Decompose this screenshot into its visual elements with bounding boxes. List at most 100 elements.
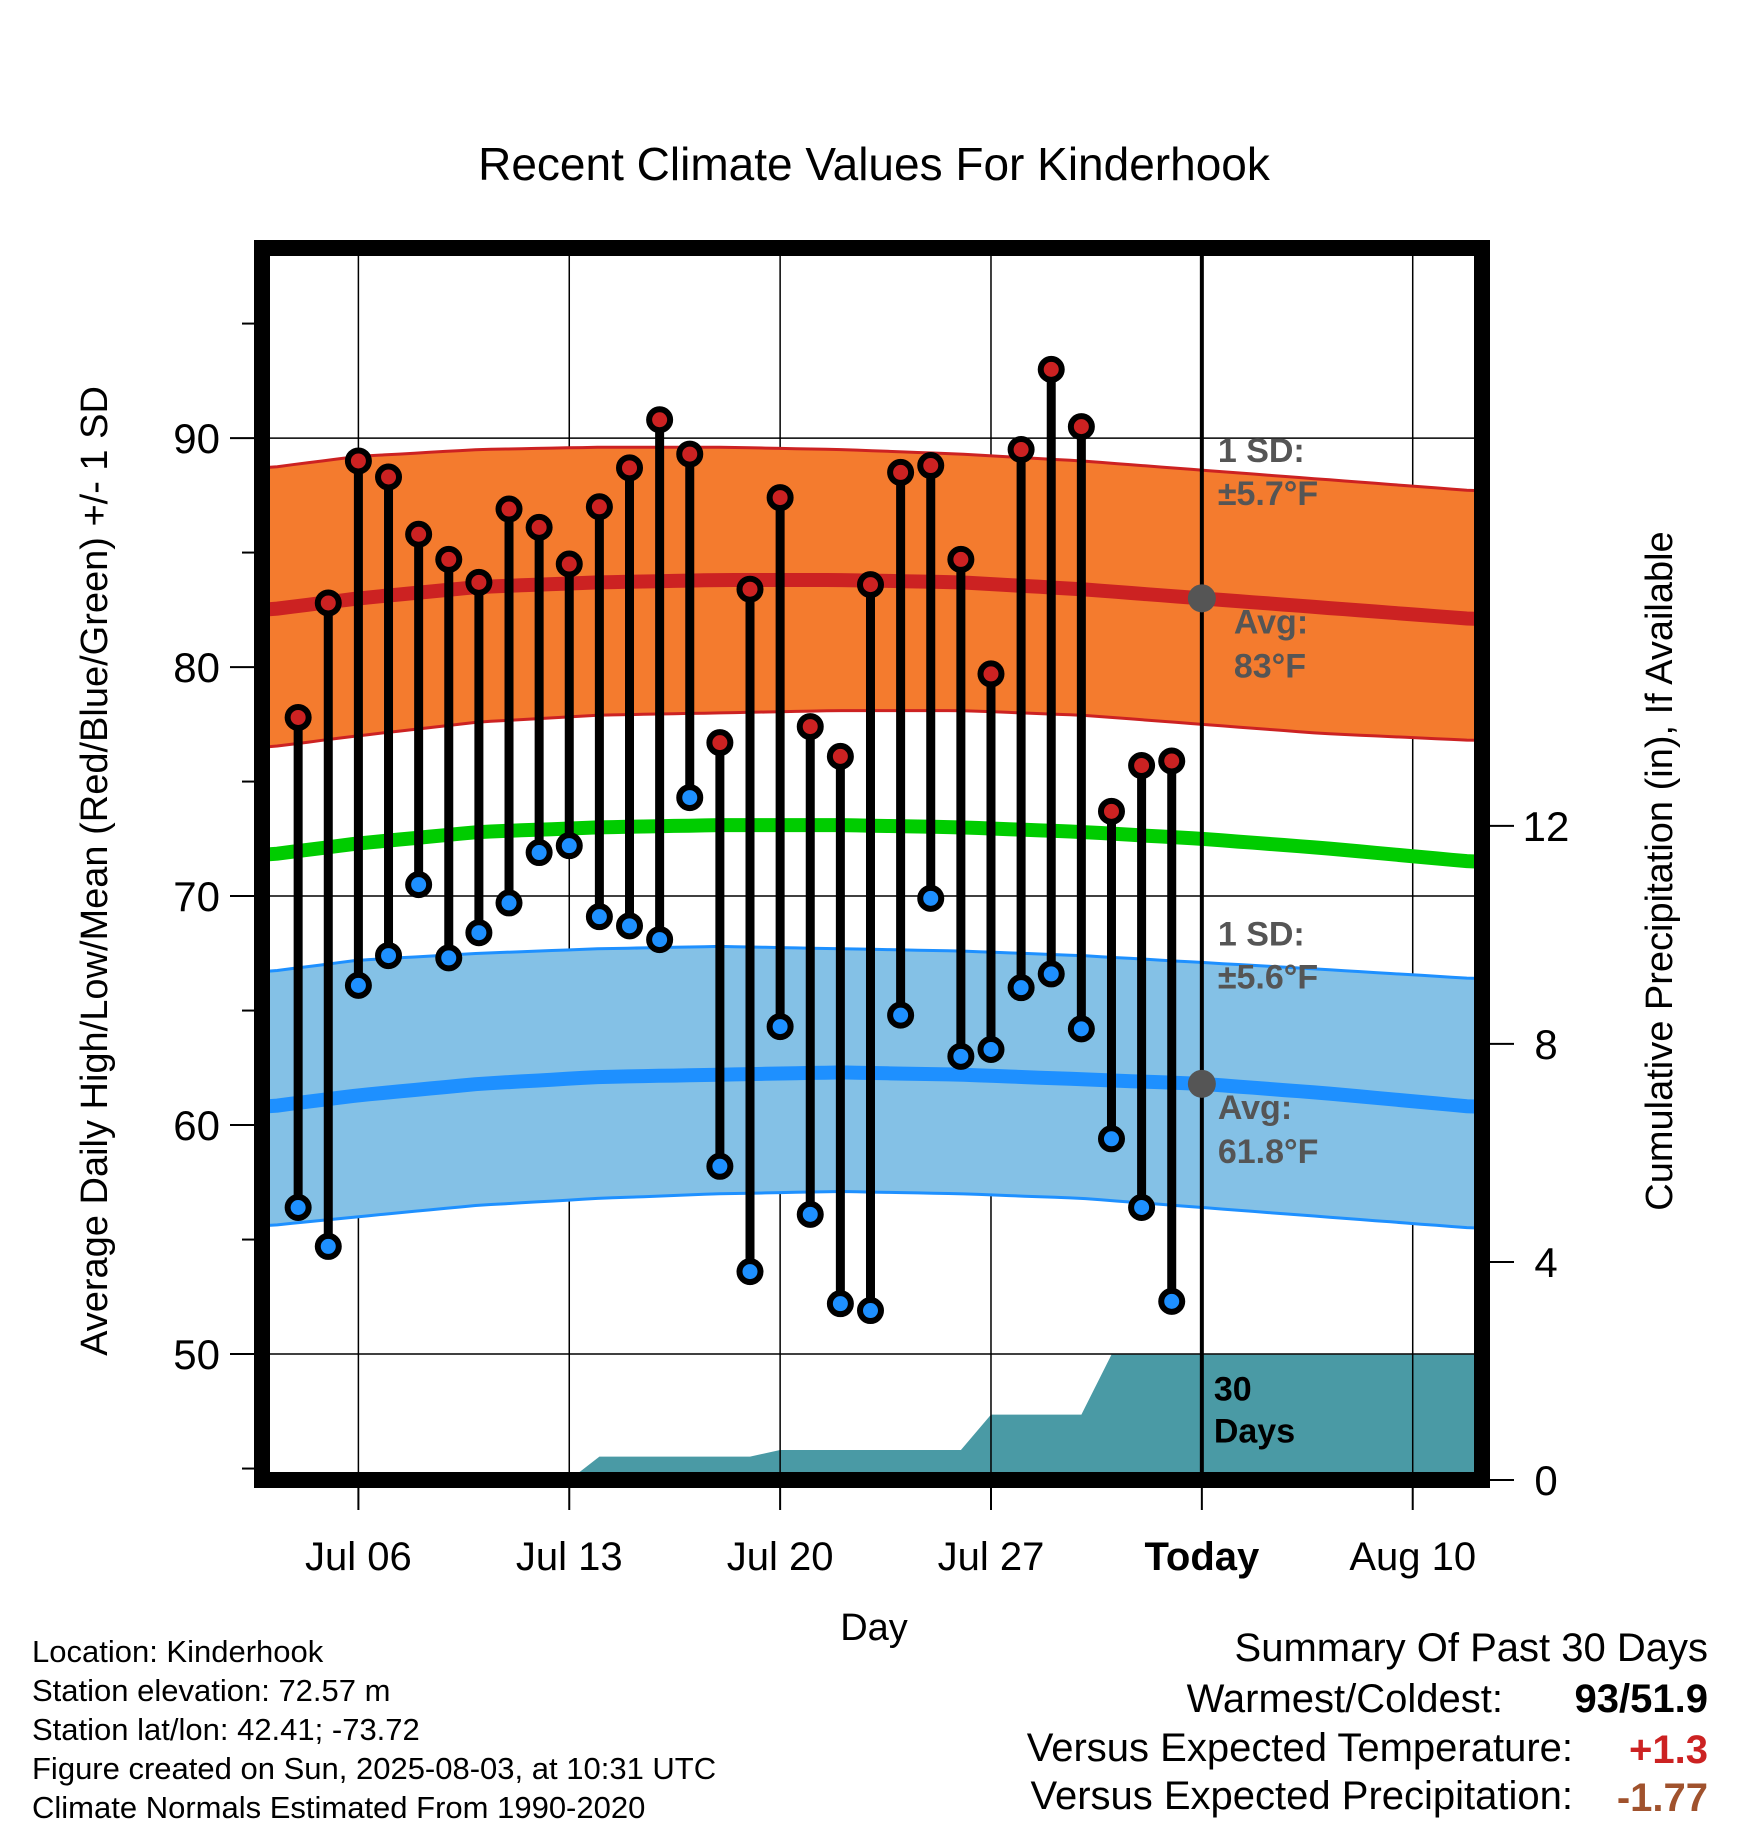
plot-frame bbox=[254, 240, 1490, 1488]
x-tick-label: Jul 20 bbox=[727, 1535, 834, 1579]
x-tick-label: Aug 10 bbox=[1349, 1535, 1476, 1579]
axes: 50 60 70 80 90 0 4 8 12 Jul 06 Jul 13 Jul 20 Jul 27 T… bbox=[173, 240, 1570, 1579]
x-tick-label: Jul 06 bbox=[305, 1535, 412, 1579]
daily-low-point bbox=[856, 1297, 884, 1325]
daily-high-point bbox=[766, 484, 794, 512]
daily-low-point bbox=[1158, 1287, 1186, 1315]
daily-high-point bbox=[284, 703, 312, 731]
y2-tick-label: 0 bbox=[1534, 1457, 1557, 1504]
daily-high-point bbox=[977, 660, 1005, 688]
x-tick-label: Jul 13 bbox=[516, 1535, 623, 1579]
daily-high-point bbox=[736, 575, 764, 603]
daily-high-point bbox=[676, 440, 704, 468]
daily-low-point bbox=[766, 1013, 794, 1041]
daily-low-point bbox=[1067, 1015, 1095, 1043]
summary-warmest-coldest-value: 93/51.9 bbox=[1574, 1677, 1708, 1721]
high-sd-annotation-label: 1 SD: bbox=[1218, 432, 1305, 470]
daily-low-point bbox=[1128, 1193, 1156, 1221]
summary-precip-value: -1.77 bbox=[1616, 1776, 1708, 1820]
low-avg-annotation-label: Avg: bbox=[1218, 1089, 1292, 1127]
daily-high-point bbox=[405, 520, 433, 548]
daily-low-point bbox=[736, 1258, 764, 1286]
low-avg-annotation-value: 61.8°F bbox=[1218, 1133, 1319, 1171]
daily-high-point bbox=[495, 495, 523, 523]
daily-high-point bbox=[917, 452, 945, 480]
low-avg-today-marker bbox=[1187, 1069, 1216, 1098]
daily-low-point bbox=[616, 912, 644, 940]
y-tick-label: 60 bbox=[173, 1102, 220, 1149]
summary-precip-label: Versus Expected Precipitation: bbox=[1030, 1774, 1573, 1818]
x-axis-label: Day bbox=[840, 1607, 908, 1649]
daily-low-point bbox=[284, 1193, 312, 1221]
footer-location: Location: Kinderhook bbox=[32, 1634, 324, 1669]
daily-low-point bbox=[585, 903, 613, 931]
y-tick-label: 80 bbox=[173, 644, 220, 691]
daily-high-point bbox=[344, 447, 372, 475]
daily-high-point bbox=[1067, 413, 1095, 441]
daily-low-point bbox=[1037, 960, 1065, 988]
daily-low-point bbox=[917, 884, 945, 912]
chart-title: Recent Climate Values For Kinderhook bbox=[478, 138, 1271, 190]
high-avg-today-marker bbox=[1187, 584, 1216, 613]
daily-low-point bbox=[947, 1042, 975, 1070]
daily-high-point bbox=[1097, 797, 1125, 825]
precip-annotation-line1: 30 bbox=[1214, 1371, 1252, 1409]
plot-area: 1 SD: ±5.7°F Avg: 83°F 1 SD: ±5.6°F Avg: 61.8°F… bbox=[262, 248, 1482, 1480]
footer-elevation: Station elevation: 72.57 m bbox=[32, 1673, 391, 1708]
daily-high-point bbox=[585, 493, 613, 521]
daily-high-point bbox=[887, 458, 915, 486]
daily-low-point bbox=[495, 889, 523, 917]
summary-title: Summary Of Past 30 Days bbox=[1234, 1626, 1708, 1670]
daily-high-point bbox=[314, 589, 342, 617]
daily-high-point bbox=[706, 729, 734, 757]
daily-high-point bbox=[856, 571, 884, 599]
daily-low-point bbox=[314, 1232, 342, 1260]
daily-high-point bbox=[1037, 355, 1065, 383]
daily-low-point bbox=[344, 971, 372, 999]
low-sd-annotation-label: 1 SD: bbox=[1218, 915, 1305, 953]
footer-normals: Climate Normals Estimated From 1990-2020 bbox=[32, 1790, 646, 1825]
daily-low-point bbox=[555, 832, 583, 860]
precip-annotation-line2: Days bbox=[1214, 1413, 1295, 1451]
summary-temp-label: Versus Expected Temperature: bbox=[1026, 1726, 1573, 1770]
daily-high-point bbox=[525, 513, 553, 541]
y2-tick-label: 8 bbox=[1534, 1021, 1557, 1068]
footer-created: Figure created on Sun, 2025-08-03, at 10… bbox=[32, 1751, 717, 1786]
y-axis-label: Average Daily High/Low/Mean (Red/Blue/Gr… bbox=[74, 386, 116, 1356]
daily-high-point bbox=[616, 454, 644, 482]
daily-high-point bbox=[1158, 747, 1186, 775]
y2-tick-label: 12 bbox=[1523, 803, 1570, 850]
daily-low-point bbox=[375, 942, 403, 970]
high-sd-annotation-value: ±5.7°F bbox=[1218, 475, 1318, 513]
y2-tick-label: 4 bbox=[1534, 1239, 1557, 1286]
daily-high-point bbox=[947, 545, 975, 573]
daily-high-point bbox=[646, 406, 674, 434]
daily-low-point bbox=[465, 919, 493, 947]
daily-low-point bbox=[826, 1290, 854, 1318]
daily-high-point bbox=[826, 742, 854, 770]
y-tick-label: 90 bbox=[173, 415, 220, 462]
daily-high-point bbox=[375, 463, 403, 491]
daily-low-point bbox=[525, 839, 553, 867]
x-tick-label: Today bbox=[1144, 1535, 1260, 1579]
daily-low-point bbox=[405, 871, 433, 899]
high-avg-annotation-value: 83°F bbox=[1234, 647, 1306, 685]
x-tick-label: Jul 27 bbox=[938, 1535, 1045, 1579]
daily-low-point bbox=[646, 926, 674, 954]
y2-axis-label: Cumulative Precipitation (in), If Availa… bbox=[1639, 531, 1681, 1210]
daily-low-point bbox=[435, 944, 463, 972]
daily-low-point bbox=[887, 1001, 915, 1029]
daily-low-point bbox=[1097, 1125, 1125, 1153]
summary-warmest-coldest-label: Warmest/Coldest: bbox=[1186, 1677, 1503, 1721]
daily-low-point bbox=[1007, 974, 1035, 1002]
y-tick-label: 70 bbox=[173, 873, 220, 920]
daily-low-point bbox=[977, 1035, 1005, 1063]
footer-latlon: Station lat/lon: 42.41; -73.72 bbox=[32, 1712, 420, 1747]
high-avg-annotation-label: Avg: bbox=[1234, 603, 1308, 641]
plot-content: 1 SD: ±5.7°F Avg: 83°F 1 SD: ±5.6°F Avg: 61.8°F… bbox=[262, 248, 1482, 1480]
daily-high-point bbox=[555, 550, 583, 578]
daily-high-point bbox=[796, 713, 824, 741]
daily-low-point bbox=[676, 784, 704, 812]
daily-high-point bbox=[1128, 752, 1156, 780]
